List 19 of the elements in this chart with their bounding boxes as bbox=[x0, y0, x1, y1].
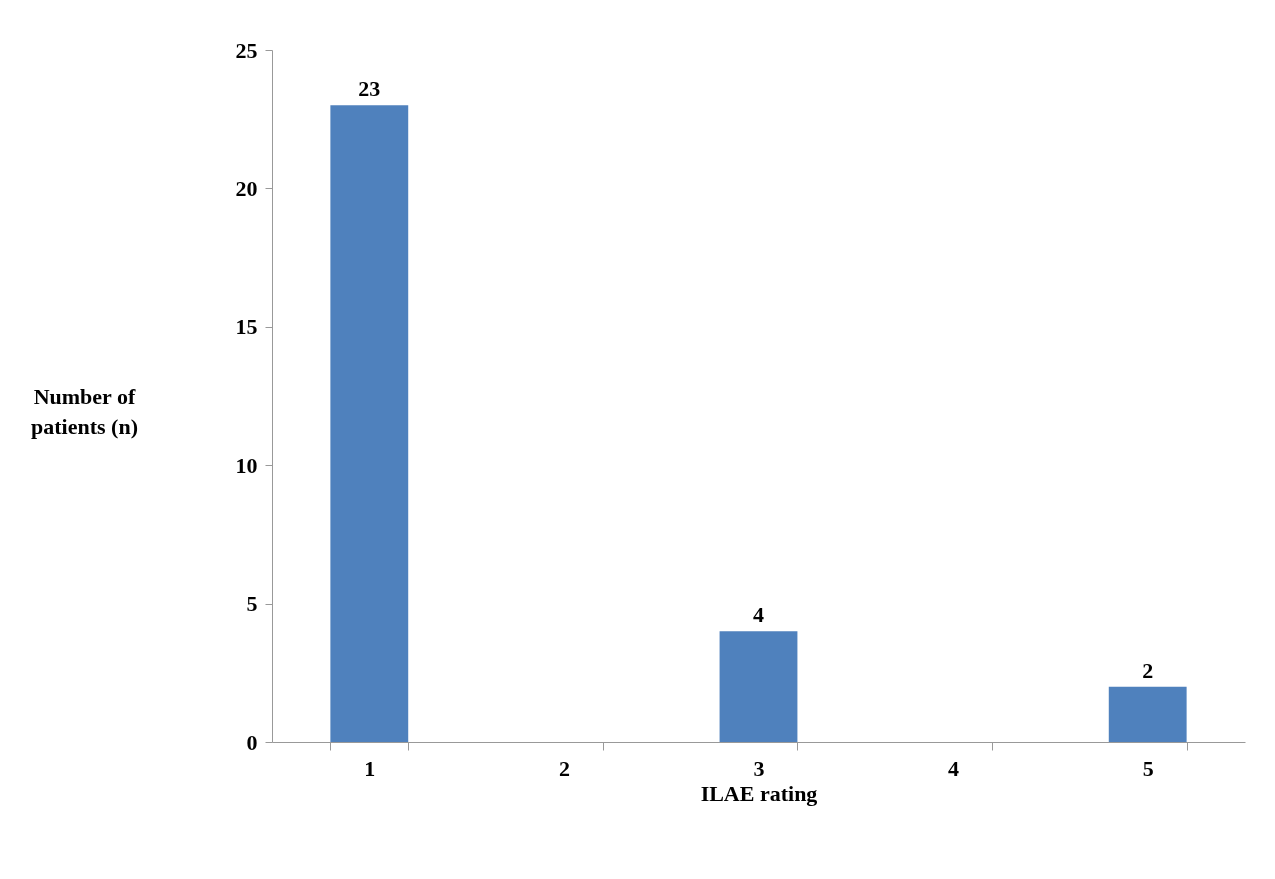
y-tick-label: 10 bbox=[235, 452, 258, 478]
y-tick-label: 20 bbox=[235, 175, 258, 201]
x-tick-label: 3 bbox=[753, 755, 765, 781]
bar bbox=[330, 105, 409, 742]
x-tick-label: 2 bbox=[558, 755, 570, 781]
bar bbox=[719, 631, 798, 742]
data-label: 4 bbox=[753, 602, 764, 628]
x-axis-title: ILAE rating bbox=[700, 780, 818, 806]
y-axis-title: Number of patients (n) bbox=[31, 383, 138, 439]
y-tick-label: 0 bbox=[246, 729, 258, 755]
data-label: 23 bbox=[358, 76, 381, 102]
x-tick-label: 4 bbox=[948, 755, 960, 781]
y-tick-label: 15 bbox=[235, 314, 258, 340]
bar bbox=[1108, 686, 1187, 742]
y-tick-label: 5 bbox=[246, 591, 258, 617]
x-tick-label: 1 bbox=[364, 755, 376, 781]
y-tick-label: 25 bbox=[235, 37, 258, 63]
data-label: 2 bbox=[1142, 657, 1154, 683]
x-tick-label: 5 bbox=[1142, 755, 1154, 781]
